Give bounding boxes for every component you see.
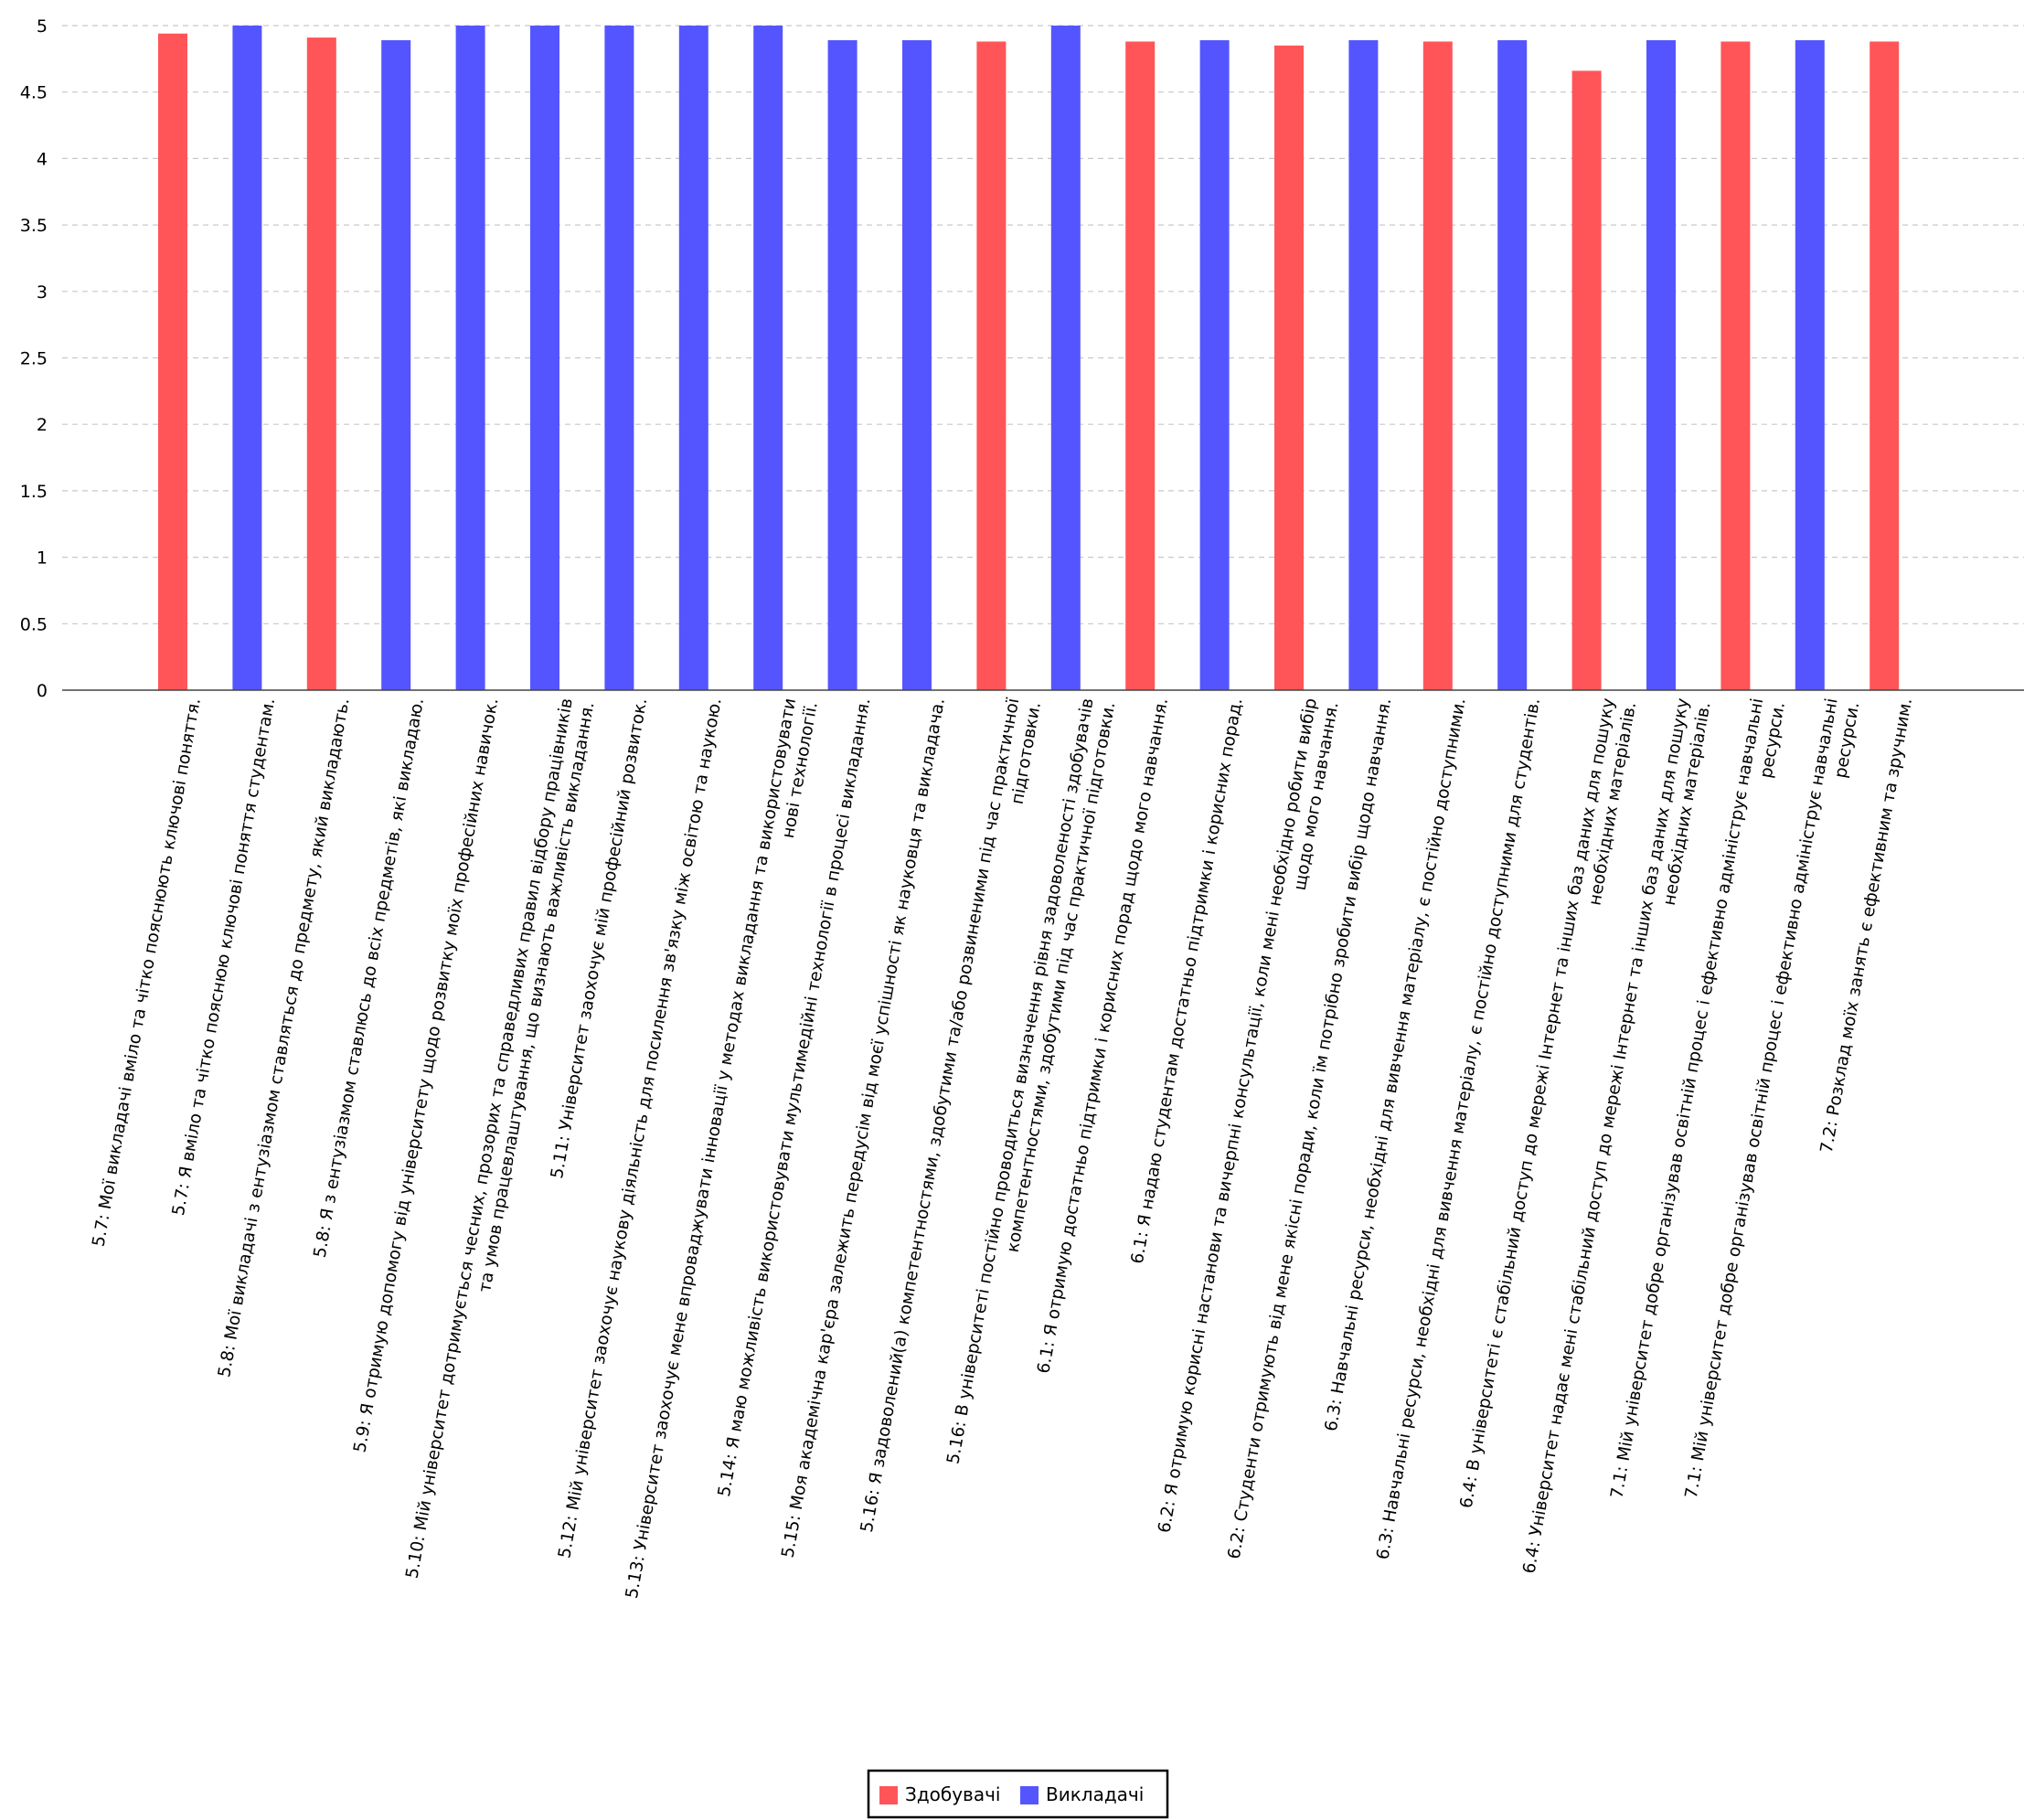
y-tick-label: 2.5 <box>20 349 48 369</box>
category-label-line: 6.3: Навчальні ресурси, необхідні для ви… <box>1373 697 1544 1561</box>
category-label-line: 5.8: Мої викладачі з ентузіазмом ставлят… <box>215 697 354 1378</box>
category-label: 5.8: Мої викладачі з ентузіазмом ставлят… <box>215 697 354 1378</box>
category-label-line: 5.13: Університет заохочує мене впровадж… <box>623 697 800 1600</box>
bar-teachers <box>455 26 485 690</box>
bar-teachers <box>902 39 932 690</box>
y-tick-label: 4.5 <box>20 83 48 103</box>
bar-students <box>1720 41 1751 690</box>
bar-teachers <box>1050 26 1081 690</box>
y-tick-label: 1.5 <box>20 482 48 502</box>
bar-teachers <box>1199 39 1230 690</box>
bar-students <box>158 33 187 690</box>
category-label-line: 5.16: В університеті постійно проводитьс… <box>943 697 1097 1465</box>
category-label: 5.9: Я отримую допомогу від університету… <box>350 697 502 1454</box>
y-tick-label: 5 <box>37 16 48 37</box>
category-label-line: 6.2: Я отримую корисні настанови та виче… <box>1155 697 1321 1534</box>
y-tick-label: 0.5 <box>20 614 48 634</box>
y-tick-label: 0 <box>37 681 48 701</box>
category-label: 7.2: Розклад моїх занять є ефективним та… <box>1817 697 1916 1155</box>
bar-teachers <box>604 26 634 690</box>
bar-students <box>1571 70 1602 691</box>
y-axis-ticks: 0 0.5 1 1.5 2 2.5 3 3.5 4 4.5 5 <box>20 16 48 701</box>
legend-swatch-teachers <box>1020 1786 1039 1804</box>
category-label-line: 5.16: Я задоволений(а) компетентностями,… <box>858 696 1024 1534</box>
legend-label-students: Здобувачі <box>905 1783 1000 1805</box>
category-label-line: 6.4: В університеті є стабільний доступ … <box>1457 697 1619 1509</box>
bar-students <box>1274 45 1304 691</box>
bar-teachers <box>1348 39 1379 690</box>
bar-teachers <box>753 26 783 690</box>
bar-students <box>1125 41 1156 690</box>
y-tick-label: 2 <box>37 415 48 435</box>
legend-swatch-students <box>879 1786 898 1804</box>
bar-teachers <box>1646 39 1676 690</box>
x-axis-category-labels: 5.7: Мої викладачі вміло та чітко поясню… <box>90 696 1917 1600</box>
bar-students <box>306 37 336 690</box>
bar-students <box>1422 41 1453 690</box>
category-label-line: 6.3: Навчальні ресурси, необхідні для ви… <box>1322 697 1470 1432</box>
bar-teachers <box>381 39 411 690</box>
category-label: 5.15: Моя академічна кар'єра залежить пе… <box>779 697 949 1559</box>
legend-label-teachers: Викладачі <box>1046 1783 1144 1805</box>
bar-students <box>1870 41 1900 690</box>
bar-teachers <box>1497 39 1528 690</box>
category-label-line: 5.12: Мій університет заохочує наукову д… <box>555 697 726 1559</box>
category-label-line: 5.15: Моя академічна кар'єра залежить пе… <box>779 697 949 1559</box>
bar-teachers <box>678 26 708 690</box>
category-label: 5.12: Мій університет заохочує наукову д… <box>555 697 726 1559</box>
category-label-line: 7.2: Розклад моїх занять є ефективним та… <box>1817 697 1916 1155</box>
bar-teachers <box>827 39 858 690</box>
bar-teachers <box>530 26 559 690</box>
y-tick-label: 1 <box>37 548 48 569</box>
y-tick-label: 4 <box>37 149 48 169</box>
bar-teachers <box>232 26 262 690</box>
bar-students <box>976 41 1007 690</box>
category-label: 6.3: Навчальні ресурси, необхідні для ви… <box>1322 697 1470 1432</box>
category-label: 6.3: Навчальні ресурси, необхідні для ви… <box>1373 697 1544 1561</box>
legend-box <box>867 1769 1169 1819</box>
bar-teachers <box>1795 39 1825 690</box>
legend: Здобувачі Викладачі <box>867 1769 1169 1819</box>
category-label-line: 5.10: Мій університет дотримується чесни… <box>403 697 577 1580</box>
category-label-line: 5.9: Я отримую допомогу від університету… <box>350 697 502 1454</box>
category-label-line: 7.1: Мій університет добре організував о… <box>1682 697 1842 1500</box>
bars <box>158 26 1900 691</box>
y-tick-label: 3 <box>37 282 48 303</box>
y-tick-label: 3.5 <box>20 216 48 236</box>
